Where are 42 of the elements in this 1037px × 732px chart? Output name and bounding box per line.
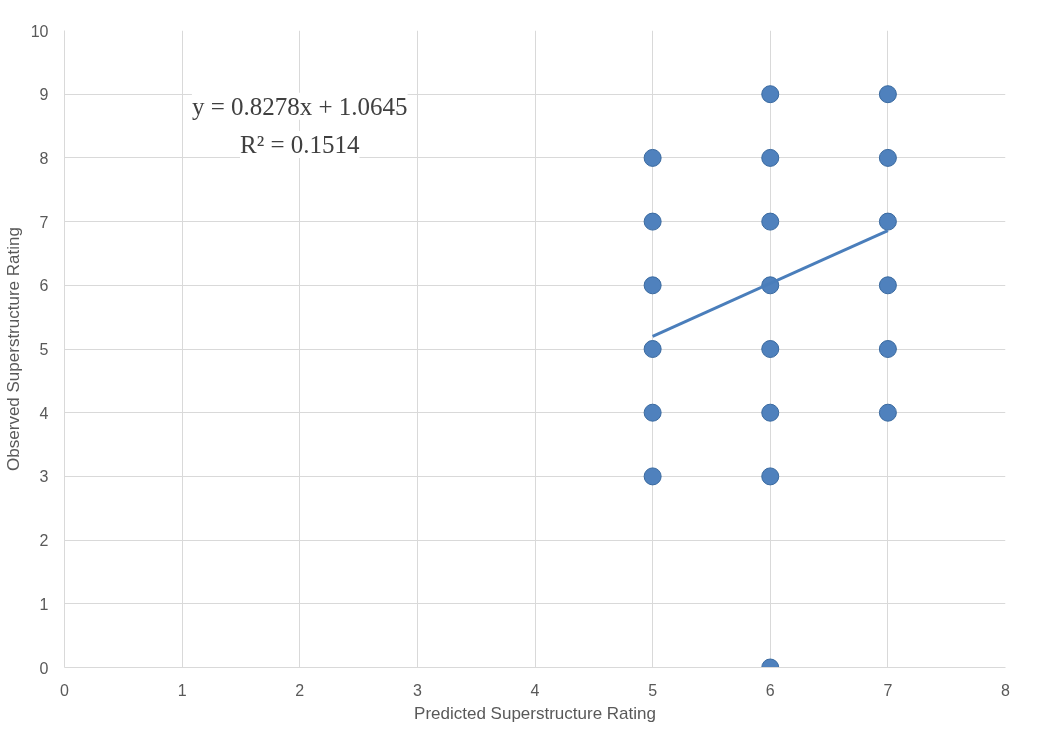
point	[643, 467, 662, 486]
point	[643, 212, 662, 231]
point	[643, 340, 662, 358]
point	[761, 212, 780, 231]
point	[878, 340, 897, 358]
x-tick-label: 2	[295, 681, 305, 699]
point	[878, 212, 897, 231]
y-tick-label: 1	[39, 595, 49, 613]
y-tick-label: 0	[39, 659, 49, 677]
x-tick-label: 4	[530, 681, 540, 699]
y-tick-label: 9	[39, 86, 49, 104]
point	[878, 403, 897, 422]
y-tick-label: 3	[39, 468, 49, 486]
point	[761, 403, 780, 422]
point	[878, 148, 897, 167]
point	[878, 85, 897, 104]
point	[761, 467, 780, 486]
x-tick-label: 3	[412, 681, 422, 699]
annotation: y = 0.8278x + 1.0645	[191, 92, 408, 120]
point	[878, 276, 897, 295]
y-tick-label: 7	[39, 213, 49, 231]
y-tick-label: 4	[39, 404, 49, 422]
y-axis-title: Observed Superstructure Rating	[3, 227, 23, 471]
point	[761, 148, 780, 167]
x-tick-label: 5	[648, 681, 658, 699]
point	[761, 85, 780, 104]
y-tick-label: 2	[39, 532, 49, 550]
x-axis-title: Predicted Superstructure Rating	[414, 703, 656, 723]
x-tick-label: 8	[1001, 681, 1011, 699]
point	[643, 148, 662, 167]
x-tick-label: 6	[765, 681, 775, 699]
annotation: R² = 0.1514	[239, 130, 361, 158]
y-tick-label: 8	[39, 149, 49, 167]
point	[761, 340, 780, 358]
y-tick-label: 10	[30, 22, 49, 40]
x-tick-label: 0	[60, 681, 70, 699]
point	[643, 403, 662, 422]
point	[643, 276, 662, 295]
y-tick-label: 5	[39, 341, 49, 358]
x-tick-label: 7	[883, 681, 893, 699]
y-tick-label: 6	[39, 277, 49, 295]
x-tick-label: 1	[177, 681, 187, 699]
